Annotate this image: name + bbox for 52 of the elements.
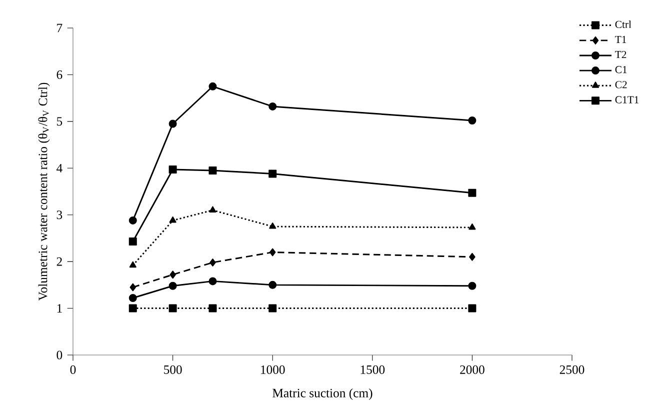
point (129, 261, 136, 268)
point (268, 170, 277, 178)
point (268, 102, 277, 110)
y-tick-label: 2 (56, 257, 62, 266)
legend-label: C2 (615, 81, 627, 88)
y-tick-label: 0 (56, 350, 62, 360)
point (208, 277, 217, 286)
x-axis-title: Matric suction (cm) (272, 388, 372, 400)
point (468, 282, 476, 290)
y-tick-label: 3 (56, 210, 62, 220)
y-tick-label: 7 (57, 24, 62, 32)
x-tick-label: 500 (164, 365, 182, 374)
point (208, 304, 217, 312)
point (269, 222, 276, 229)
legend-label: C1T1 (615, 96, 639, 104)
point (128, 294, 137, 302)
y-tick-label: 1 (57, 304, 62, 312)
point (168, 282, 177, 290)
point (468, 223, 476, 230)
y-tick-label: 5 (57, 117, 62, 126)
legend-label: C1 (615, 66, 627, 74)
legend-label: Ctrl (615, 20, 632, 28)
point (468, 304, 476, 312)
point (208, 82, 217, 90)
x-tick-label: 1000 (261, 365, 285, 374)
point (168, 166, 177, 174)
point (128, 304, 137, 312)
point (168, 304, 177, 312)
point (268, 280, 277, 289)
y-tick-label: 6 (56, 70, 62, 79)
y-axis-title: Volumetric water content ratio (θ$_{V}$/θ$_{V}$ Ctrl) (38, 82, 50, 301)
point (268, 304, 277, 312)
point (209, 206, 216, 212)
y-tick-label: 4 (56, 164, 62, 172)
x-tick-label: 2000 (460, 365, 484, 374)
point (128, 237, 137, 246)
point (208, 166, 217, 174)
point (468, 188, 476, 197)
point (170, 270, 176, 279)
point (169, 216, 176, 223)
x-tick-label: 0 (70, 365, 76, 374)
point (269, 248, 276, 256)
point (469, 252, 476, 261)
point (210, 258, 216, 267)
x-tick-label: 1500 (360, 365, 385, 374)
point (468, 116, 476, 124)
point (130, 283, 136, 292)
point (168, 120, 177, 128)
legend-label: T1 (615, 36, 626, 43)
x-tick-label: 2500 (560, 365, 584, 374)
legend-label: T2 (615, 50, 626, 58)
point (128, 216, 137, 224)
